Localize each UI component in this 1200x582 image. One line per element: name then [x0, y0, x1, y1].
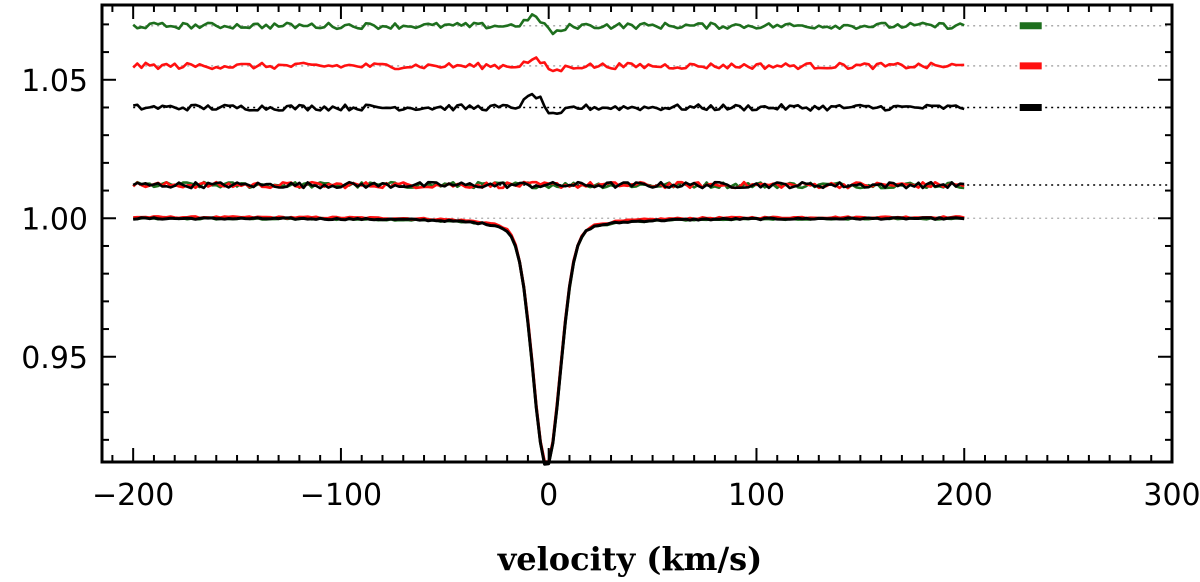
null-spectrum-line-black [132, 180, 965, 190]
x-tick-label: 100 [728, 478, 785, 513]
tick-label-layer: −200 −100 0 100 200 300 0.95 1.00 1.05 [21, 64, 1200, 513]
stokes-i-line-red [133, 215, 965, 464]
baseline-layer [133, 25, 1172, 219]
y-tick-label: 1.00 [21, 202, 88, 237]
series-layer [132, 13, 965, 466]
x-tick-label: −100 [300, 478, 382, 513]
x-tick-label: 300 [1143, 478, 1200, 513]
stokes-v-line-black [132, 92, 965, 115]
error-bar-layer [1019, 22, 1042, 111]
stokes-v-line-red [132, 56, 965, 73]
stokes-i-line-black [133, 216, 965, 466]
stokes-v-line-green [132, 13, 965, 36]
x-tick-label: 0 [539, 478, 558, 513]
plot-frame [100, 3, 1174, 464]
y-tick-label: 0.95 [21, 341, 88, 376]
y-tick-label: 1.05 [21, 64, 88, 99]
x-tick-label: −200 [92, 478, 174, 513]
x-axis-title: velocity (km/s) [497, 540, 763, 578]
x-tick-label: 200 [936, 478, 993, 513]
tick-layer [102, 5, 1173, 462]
stokes-i-line-green [132, 216, 965, 465]
